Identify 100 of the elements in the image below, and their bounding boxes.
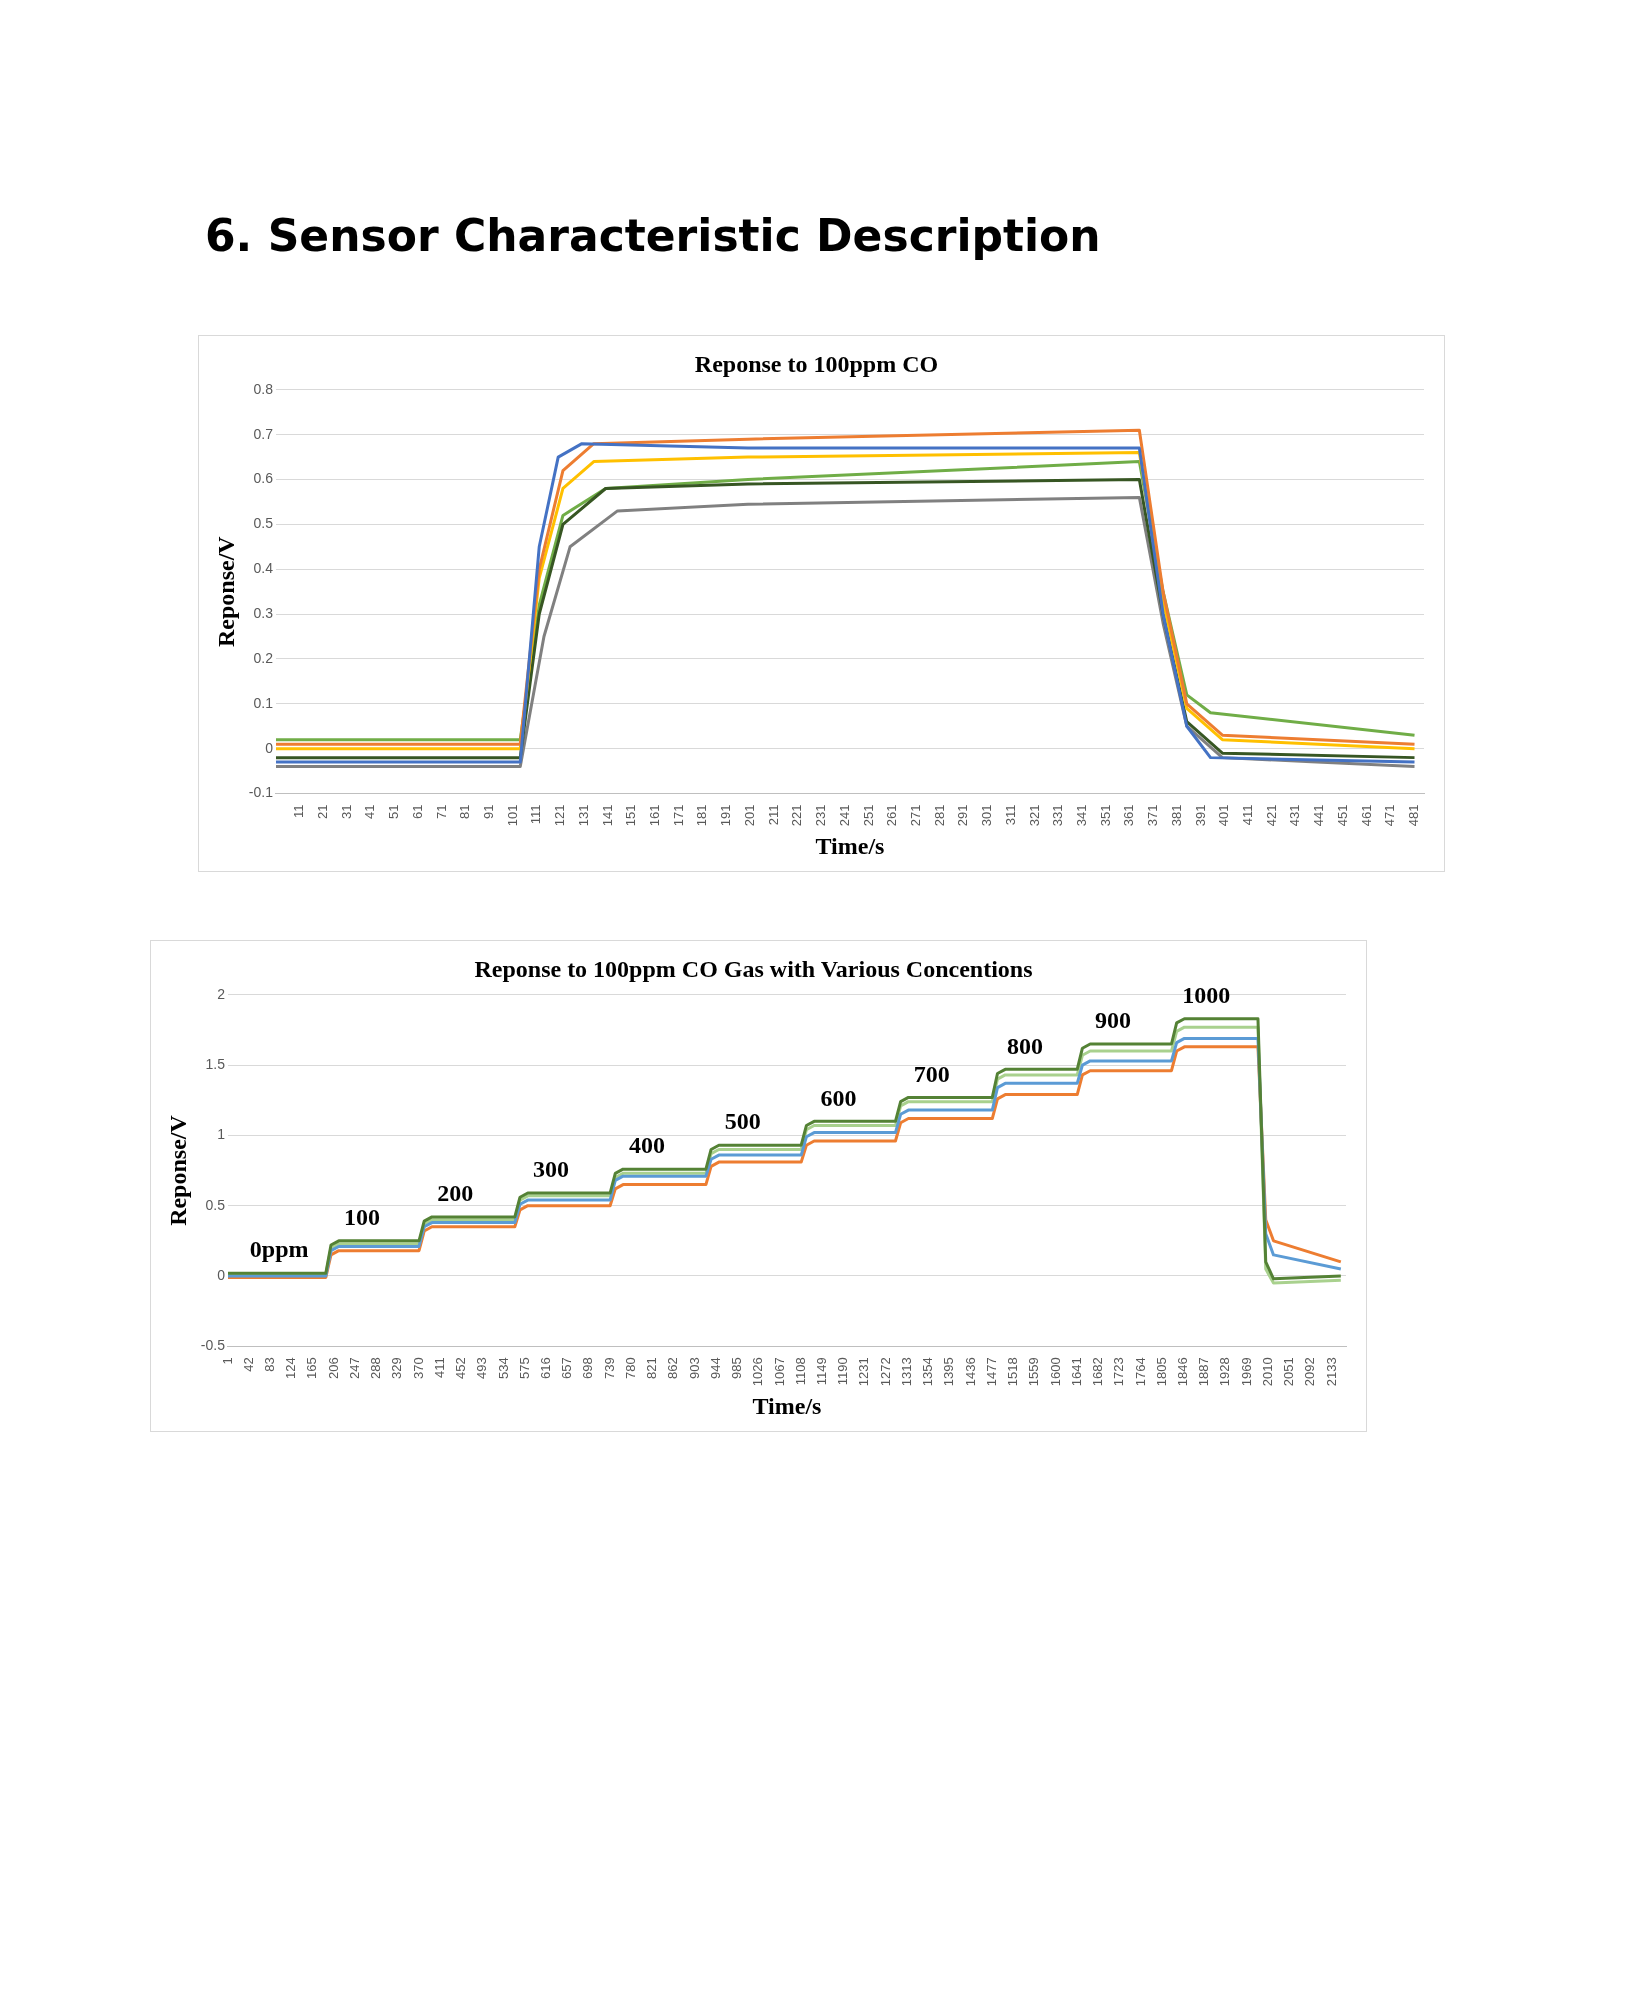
x-tick-label: 361 [1121,804,1137,827]
annotation: 700 [913,1060,950,1087]
x-tick-label: 251 [860,804,876,827]
x-tick-label: 431 [1287,804,1303,827]
x-tick-label: 1600 [1047,1357,1063,1387]
chart-title: Reponse to 100ppm CO Gas with Various Concentions [474,955,1033,982]
x-tick-label: 1887 [1196,1357,1212,1387]
y-tick-label: 0.2 [253,649,274,666]
x-tick-label: 141 [599,804,615,827]
y-tick-label: 0.5 [205,1196,226,1213]
x-tick-label: 331 [1050,804,1066,827]
x-tick-label: 171 [670,804,686,827]
x-tick-label: 481 [1406,804,1422,827]
x-tick-label: 575 [516,1357,532,1379]
x-tick-label: 1354 [920,1357,936,1387]
x-tick-label: 2092 [1302,1357,1318,1387]
x-tick-label: 101 [504,804,520,827]
x-tick-label: 616 [537,1357,553,1379]
x-tick-label: 1559 [1026,1357,1042,1387]
y-tick-label: 0.8 [253,380,274,397]
x-tick-label: 1641 [1068,1357,1084,1387]
annotation: 0ppm [249,1236,309,1263]
x-tick-label: 1395 [941,1357,957,1387]
x-tick-label: 351 [1097,804,1113,827]
annotation: 900 [1094,1007,1131,1034]
x-tick-label: 1067 [771,1357,787,1387]
x-tick-label: 1723 [1111,1357,1127,1387]
x-tick-label: 206 [325,1357,341,1379]
y-tick-label: 0 [265,739,274,756]
x-axis-title: Time/s [815,832,885,859]
x-tick-label: 739 [601,1357,617,1379]
y-tick-label: 0.1 [253,694,274,711]
y-axis-title: Reponse/V [164,1114,191,1226]
x-tick-label: 2010 [1259,1357,1275,1387]
x-tick-label: 41 [362,804,378,819]
x-tick-label: 903 [686,1357,702,1379]
x-tick-label: 698 [580,1357,596,1379]
x-tick-label: 1764 [1132,1357,1148,1387]
x-tick-label: 271 [907,804,923,827]
x-tick-label: 2133 [1323,1357,1339,1387]
x-tick-label: 452 [453,1357,469,1379]
x-tick-label: 124 [283,1357,299,1379]
y-tick-label: -0.5 [200,1337,226,1354]
x-tick-label: 534 [495,1357,511,1379]
x-tick-label: 51 [386,804,402,819]
x-tick-label: 821 [644,1357,660,1379]
x-tick-label: 121 [552,804,568,827]
x-tick-label: 191 [718,804,734,827]
x-tick-label: 341 [1074,804,1089,827]
x-tick-label: 381 [1168,804,1184,827]
x-tick-label: 247 [346,1357,362,1379]
x-tick-label: 461 [1358,804,1374,827]
x-tick-label: 165 [304,1357,320,1379]
x-tick-label: 411 [1240,804,1256,826]
x-tick-label: 985 [729,1357,745,1379]
y-tick-label: 0 [217,1266,226,1283]
x-tick-label: 370 [410,1357,426,1379]
x-tick-label: 91 [480,804,496,819]
y-tick-label: 1.5 [205,1055,226,1072]
x-tick-label: 1846 [1174,1357,1190,1387]
annotation: 1000 [1182,981,1231,1008]
y-tick-label: -0.1 [248,784,274,801]
y-tick-label: 0.7 [253,425,274,442]
x-tick-label: 1477 [983,1357,999,1387]
x-tick-label: 411 [431,1357,447,1379]
x-tick-label: 329 [389,1357,405,1379]
x-tick-label: 2051 [1281,1357,1297,1387]
annotation: 400 [628,1132,665,1159]
annotation: 600 [820,1084,857,1111]
x-tick-label: 862 [665,1357,681,1379]
x-tick-label: 1108 [792,1357,808,1386]
x-tick-label: 391 [1192,804,1208,827]
x-tick-label: 21 [314,804,330,819]
x-tick-label: 161 [647,804,663,827]
x-tick-label: 221 [789,804,805,827]
x-tick-label: 471 [1382,804,1398,827]
x-tick-label: 111 [528,804,544,825]
x-tick-label: 1149 [814,1357,830,1386]
x-tick-label: 83 [261,1357,277,1372]
x-tick-label: 151 [623,804,639,827]
x-tick-label: 291 [955,804,971,827]
x-tick-label: 281 [931,804,947,827]
x-tick-label: 780 [622,1357,638,1379]
x-tick-label: 231 [813,804,829,827]
x-tick-label: 31 [338,804,354,819]
x-tick-label: 944 [707,1357,723,1379]
x-tick-label: 371 [1145,804,1161,827]
x-tick-label: 71 [433,804,449,819]
x-tick-label: 11 [291,804,307,819]
y-tick-label: 0.6 [253,470,274,487]
x-tick-label: 451 [1334,804,1350,827]
x-tick-label: 401 [1216,804,1232,827]
x-tick-label: 301 [979,804,995,827]
x-tick-label: 1436 [962,1357,978,1387]
x-tick-label: 288 [368,1357,384,1379]
x-tick-label: 42 [240,1357,256,1372]
x-tick-label: 493 [474,1357,490,1379]
x-tick-label: 1026 [750,1357,766,1387]
x-axis-title: Time/s [752,1392,822,1419]
x-tick-label: 657 [559,1357,575,1379]
